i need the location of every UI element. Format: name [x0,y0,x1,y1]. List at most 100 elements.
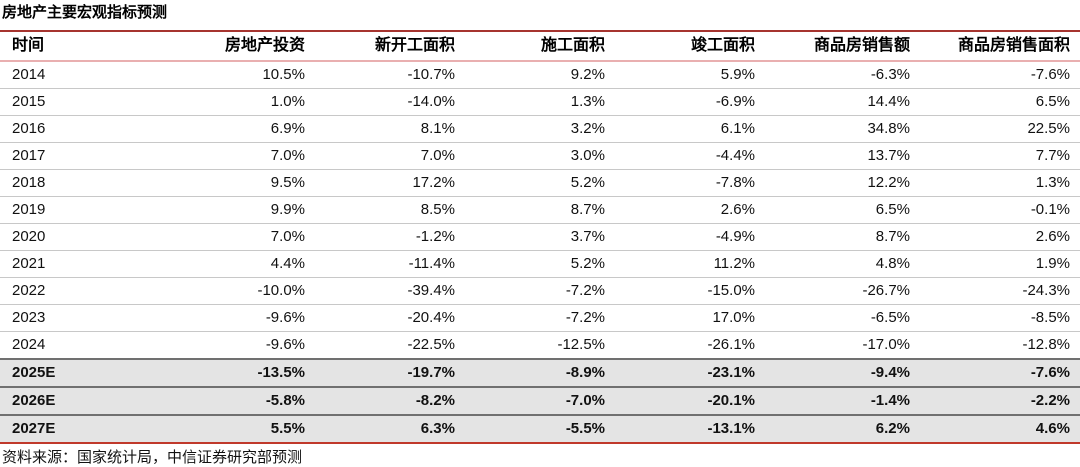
value-cell: 3.7% [570,228,605,245]
column-header: 竣工面积 [690,37,755,54]
value-cell: 3.2% [570,120,605,137]
value-cell: 8.5% [420,201,455,218]
value-cell: -9.4% [870,364,910,381]
value-cell: 8.7% [875,228,910,245]
value-cell: -12.5% [557,336,605,353]
value-cell: -20.1% [707,392,755,409]
value-cell: 6.9% [270,120,305,137]
value-cell: 7.0% [270,228,305,245]
column-header: 时间 [12,37,45,54]
table-header-row: 时间 房地产投资 新开工面积 施工面积 竣工面积 商品房销售额 商品房销售面积 [0,31,1080,61]
value-cell: -6.9% [715,93,755,110]
value-cell: -7.2% [565,282,605,299]
column-header: 施工面积 [540,37,605,54]
value-cell: -5.8% [265,392,305,409]
value-cell: -7.0% [565,392,605,409]
year-cell: 2021 [12,255,46,272]
table-body: 2014 10.5% -10.7% 9.2% 5.9% -6.3% -7.6% 2015 1.0… [0,61,1080,443]
value-cell: -7.2% [565,309,605,326]
indicators-table: 时间 房地产投资 新开工面积 施工面积 竣工面积 商品房销售额 商品房销售面积 2014 10… [0,30,1080,444]
value-cell: -6.3% [870,66,910,83]
forecast-row: 2025E -13.5% -19.7% -8.9% -23.1% -9.4% -7.6% [0,359,1080,387]
table-row: 2023 -9.6% -20.4% -7.2% 17.0% -6.5% -8.5% [0,305,1080,332]
value-cell: -39.4% [407,282,455,299]
table-row: 2019 9.9% 8.5% 8.7% 2.6% 6.5% -0.1% [0,197,1080,224]
value-cell: 12.2% [867,174,910,191]
year-cell: 2015 [12,93,46,110]
value-cell: -20.4% [407,309,455,326]
column-header: 房地产投资 [224,37,305,54]
value-cell: -14.0% [407,93,455,110]
value-cell: -0.1% [1030,201,1070,218]
value-cell: -13.1% [707,420,755,437]
value-cell: -17.0% [862,336,910,353]
value-cell: 11.2% [713,255,755,272]
forecast-row: 2027E 5.5% 6.3% -5.5% -13.1% 6.2% 4.6% [0,415,1080,443]
value-cell: -9.6% [265,309,305,326]
value-cell: -23.1% [707,364,755,381]
value-cell: 3.0% [570,147,605,164]
table-row: 2024 -9.6% -22.5% -12.5% -26.1% -17.0% -12.8% [0,332,1080,359]
value-cell: 8.1% [420,120,455,137]
value-cell: 22.5% [1027,120,1070,137]
value-cell: -1.2% [415,228,455,245]
value-cell: 2.6% [1035,228,1070,245]
value-cell: 7.7% [1035,147,1070,164]
value-cell: -10.7% [407,66,455,83]
year-cell: 2025E [12,364,56,381]
year-cell: 2024 [12,336,46,353]
column-header: 商品房销售额 [813,37,910,54]
value-cell: -19.7% [407,364,455,381]
value-cell: -8.2% [415,392,455,409]
year-cell: 2020 [12,228,46,245]
column-header: 商品房销售面积 [957,37,1070,54]
value-cell: -1.4% [870,392,910,409]
value-cell: -8.5% [1030,309,1070,326]
value-cell: -4.4% [715,147,755,164]
value-cell: 9.9% [270,201,305,218]
value-cell: 5.5% [270,420,305,437]
value-cell: 34.8% [867,120,910,137]
year-cell: 2023 [12,309,46,326]
value-cell: -22.5% [407,336,455,353]
value-cell: 4.6% [1035,420,1070,437]
value-cell: 17.2% [412,174,455,191]
value-cell: -4.9% [715,228,755,245]
value-cell: 9.2% [570,66,605,83]
value-cell: 4.4% [270,255,305,272]
value-cell: 14.4% [867,93,910,110]
value-cell: 6.1% [720,120,755,137]
value-cell: 9.5% [270,174,305,191]
value-cell: -8.9% [565,364,605,381]
value-cell: 1.9% [1035,255,1070,272]
year-cell: 2016 [12,120,46,137]
value-cell: -7.6% [1030,364,1070,381]
year-cell: 2026E [12,392,56,409]
value-cell: 7.0% [420,147,455,164]
forecast-row: 2026E -5.8% -8.2% -7.0% -20.1% -1.4% -2.2% [0,387,1080,415]
value-cell: -26.7% [862,282,910,299]
value-cell: -15.0% [707,282,755,299]
table-row: 2016 6.9% 8.1% 3.2% 6.1% 34.8% 22.5% [0,116,1080,143]
year-cell: 2017 [12,147,46,164]
value-cell: 6.2% [875,420,910,437]
value-cell: 5.2% [570,174,605,191]
table-row: 2021 4.4% -11.4% 5.2% 11.2% 4.8% 1.9% [0,251,1080,278]
value-cell: -2.2% [1030,392,1070,409]
value-cell: 6.5% [1035,93,1070,110]
value-cell: 17.0% [712,309,755,326]
value-cell: -9.6% [265,336,305,353]
value-cell: 13.7% [867,147,910,164]
value-cell: 7.0% [270,147,305,164]
year-cell: 2019 [12,201,46,218]
table-row: 2015 1.0% -14.0% 1.3% -6.9% 14.4% 6.5% [0,89,1080,116]
column-header: 新开工面积 [374,37,455,54]
value-cell: 8.7% [570,201,605,218]
value-cell: 6.3% [420,420,455,437]
year-cell: 2014 [12,66,46,83]
value-cell: -5.5% [565,420,605,437]
year-cell: 2018 [12,174,46,191]
value-cell: -10.0% [257,282,305,299]
value-cell: -24.3% [1022,282,1070,299]
